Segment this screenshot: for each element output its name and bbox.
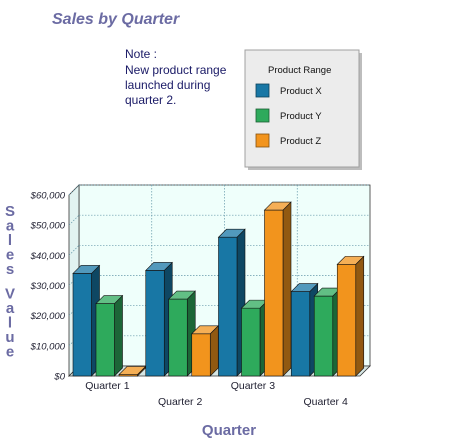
bar-side bbox=[282, 201, 292, 377]
bar-3-3 bbox=[263, 201, 292, 377]
bar-front bbox=[191, 333, 211, 377]
x-axis-title: Quarter bbox=[202, 422, 256, 439]
y-tick-label: $20,000 bbox=[30, 311, 66, 322]
bar-1-4 bbox=[290, 282, 319, 377]
bar-top bbox=[168, 290, 196, 300]
legend-swatch-2 bbox=[255, 108, 270, 123]
note-line-1: New product range bbox=[125, 63, 227, 77]
legend-swatch-3 bbox=[255, 133, 270, 148]
bar-top bbox=[217, 228, 246, 238]
bar-side bbox=[114, 294, 123, 377]
bar-1-3 bbox=[217, 228, 246, 377]
legend: Product Range Product X Product Y Product … bbox=[244, 49, 362, 170]
bar-front bbox=[145, 270, 165, 377]
bar-front bbox=[264, 209, 284, 377]
note-line-2: launched during bbox=[125, 78, 210, 92]
y-axis-title-char: e bbox=[6, 247, 14, 264]
legend-label-3: Product Z bbox=[280, 136, 321, 147]
legend-label-2: Product Y bbox=[280, 111, 322, 122]
bar-front bbox=[72, 273, 92, 377]
y-axis-title-char: l bbox=[8, 232, 12, 249]
gridline-y-side bbox=[68, 214, 80, 226]
bar-top bbox=[290, 283, 319, 292]
note-title: Note : bbox=[125, 47, 157, 61]
gridline-y-side bbox=[68, 184, 80, 196]
bar-top bbox=[263, 201, 292, 211]
bar-top bbox=[145, 262, 173, 271]
bar-2-3 bbox=[240, 299, 269, 377]
y-axis-title-char: S bbox=[5, 203, 15, 220]
x-tick-label-1: Quarter 1 bbox=[85, 380, 130, 392]
bar-2-4 bbox=[313, 287, 342, 377]
y-axis-title-char: s bbox=[6, 261, 14, 278]
legend-box bbox=[244, 49, 360, 168]
x-tick-label-3: Quarter 3 bbox=[231, 380, 276, 392]
x-tick-label-2: Quarter 2 bbox=[158, 396, 203, 408]
y-axis-title-char: l bbox=[8, 315, 12, 332]
bar-front bbox=[241, 307, 261, 377]
bar-front bbox=[168, 298, 188, 377]
bar-2-1 bbox=[95, 294, 124, 377]
bar-1-1 bbox=[72, 264, 101, 377]
legend-title: Product Range bbox=[268, 65, 331, 76]
bar-3-2 bbox=[191, 325, 219, 377]
bar-top bbox=[336, 256, 365, 265]
legend-label-1: Product X bbox=[280, 86, 322, 97]
y-tick-label: $50,000 bbox=[30, 221, 66, 232]
bar-front bbox=[218, 236, 238, 377]
bar-front bbox=[313, 295, 334, 377]
bar-3-4 bbox=[336, 255, 365, 377]
bar-front bbox=[95, 303, 115, 377]
y-tick-label: $60,000 bbox=[30, 191, 66, 202]
bar-front bbox=[336, 264, 357, 377]
bar-top bbox=[72, 265, 101, 274]
bar-3-1 bbox=[118, 365, 147, 377]
legend-swatch-1 bbox=[255, 83, 270, 98]
y-axis-title-char: V bbox=[5, 286, 15, 303]
chart-title: Sales by Quarter bbox=[52, 11, 180, 28]
bar-front bbox=[290, 291, 311, 377]
bar-top bbox=[95, 295, 124, 304]
bar-side bbox=[209, 325, 219, 377]
bar-side bbox=[355, 255, 365, 377]
bar-1-2 bbox=[145, 261, 173, 377]
y-tick-label: $0 bbox=[53, 372, 65, 383]
note-line-3: quarter 2. bbox=[125, 93, 176, 107]
note-annotation: Note : New product range launched during… bbox=[125, 47, 227, 107]
y-axis-title-char: u bbox=[5, 329, 14, 346]
x-tick-label-4: Quarter 4 bbox=[303, 396, 348, 408]
y-axis-title-char: a bbox=[6, 218, 15, 235]
y-tick-label: $40,000 bbox=[30, 251, 66, 262]
y-tick-label: $10,000 bbox=[30, 341, 66, 352]
y-axis-title-char: e bbox=[6, 344, 14, 361]
y-axis-title-char: a bbox=[6, 300, 15, 317]
gridline-y-side bbox=[68, 245, 80, 256]
bar-2-2 bbox=[168, 290, 196, 377]
y-tick-label: $30,000 bbox=[30, 281, 66, 292]
